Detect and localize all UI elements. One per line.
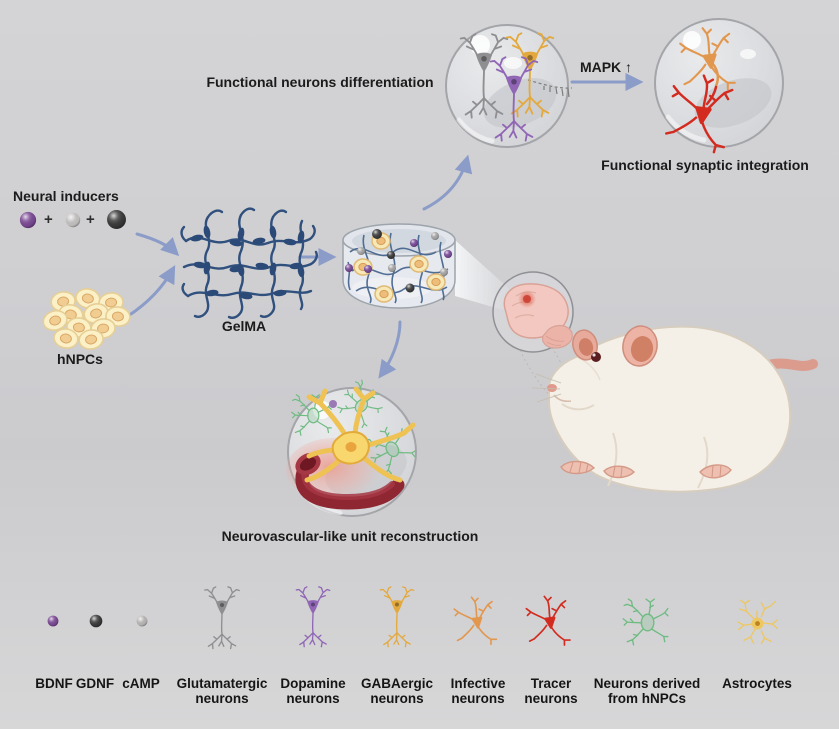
neurovascular-dish: [286, 376, 420, 517]
gdnf-label: GDNF: [75, 676, 115, 691]
camp-sphere: [65, 212, 81, 228]
camp-dot: [136, 615, 148, 627]
gabaergic-label: GABAergic neurons: [360, 676, 433, 706]
plus-sign: +: [44, 211, 53, 228]
tracer-neuron-icon: [525, 595, 572, 647]
neural-inducer-spheres: [19, 210, 126, 229]
dopamine-label: Dopamine neurons: [280, 676, 346, 706]
blood-vessel: [295, 465, 405, 510]
arrow-inducers-to-gelma: [135, 232, 180, 257]
gdnf-sphere: [107, 210, 126, 229]
arrow-hnpcs-to-gelma: [126, 265, 176, 318]
functional-differentiation-label: Functional neurons differentiation: [206, 74, 434, 90]
integration-dish: [654, 18, 784, 156]
infective-neuron-icon: [453, 596, 498, 646]
bdnf-label: BDNF: [35, 676, 73, 691]
neurovascular-label: Neurovascular-like unit reconstruction: [221, 528, 479, 544]
glutamatergic-label: Glutamatergic neurons: [176, 676, 268, 706]
rat-whiskers: [531, 373, 562, 403]
rat-illustration: [531, 325, 818, 493]
cerebellum: [541, 324, 573, 349]
vessel-opening: [295, 452, 321, 476]
gelma-crosslinks: [190, 225, 305, 300]
gabaergic-neuron-icon: [379, 586, 415, 648]
hnpcs-label: hNPCs: [57, 351, 103, 367]
hnpc-cluster: [40, 285, 132, 352]
differentiation-dish: [445, 24, 573, 148]
brain-inset: [492, 271, 585, 407]
astrocytes-label: Astrocytes: [722, 676, 792, 691]
hnpc-derived-neuron-icon: [622, 598, 669, 646]
synaptic-integration-label: Functional synaptic integration: [601, 157, 809, 173]
dashed-axon: [527, 79, 573, 98]
plus-sign: +: [86, 211, 95, 228]
tracer-label: Tracer neurons: [524, 676, 578, 706]
hydrogel-cylinder: [342, 223, 456, 309]
arrow-cylinder-to-dish: [422, 154, 473, 211]
flow-arrows: [126, 73, 644, 379]
gelma-network: [180, 207, 318, 319]
camp-label: cAMP: [122, 676, 160, 691]
astrocyte-icon: [736, 599, 779, 645]
rat-eye: [591, 352, 601, 362]
bdnf-sphere: [19, 211, 37, 229]
gdnf-dot: [89, 614, 103, 628]
dopamine-neuron-icon: [295, 586, 331, 648]
encapsulated-cells: [344, 229, 453, 303]
mapk-label: MAPK ↑: [579, 59, 633, 75]
bdnf-dot: [47, 615, 59, 627]
neural-inducers-label: Neural inducers: [13, 188, 119, 204]
rat-nose: [547, 384, 557, 392]
hnpc-derived-label: Neurons derived from hNPCs: [593, 676, 701, 706]
infective-label: Infective neurons: [450, 676, 506, 706]
arrow-cylinder-to-nvu: [378, 320, 402, 379]
glutamatergic-neuron-icon: [204, 586, 240, 650]
rat-paws: [560, 460, 732, 479]
gelma-label: GelMA: [221, 318, 267, 334]
